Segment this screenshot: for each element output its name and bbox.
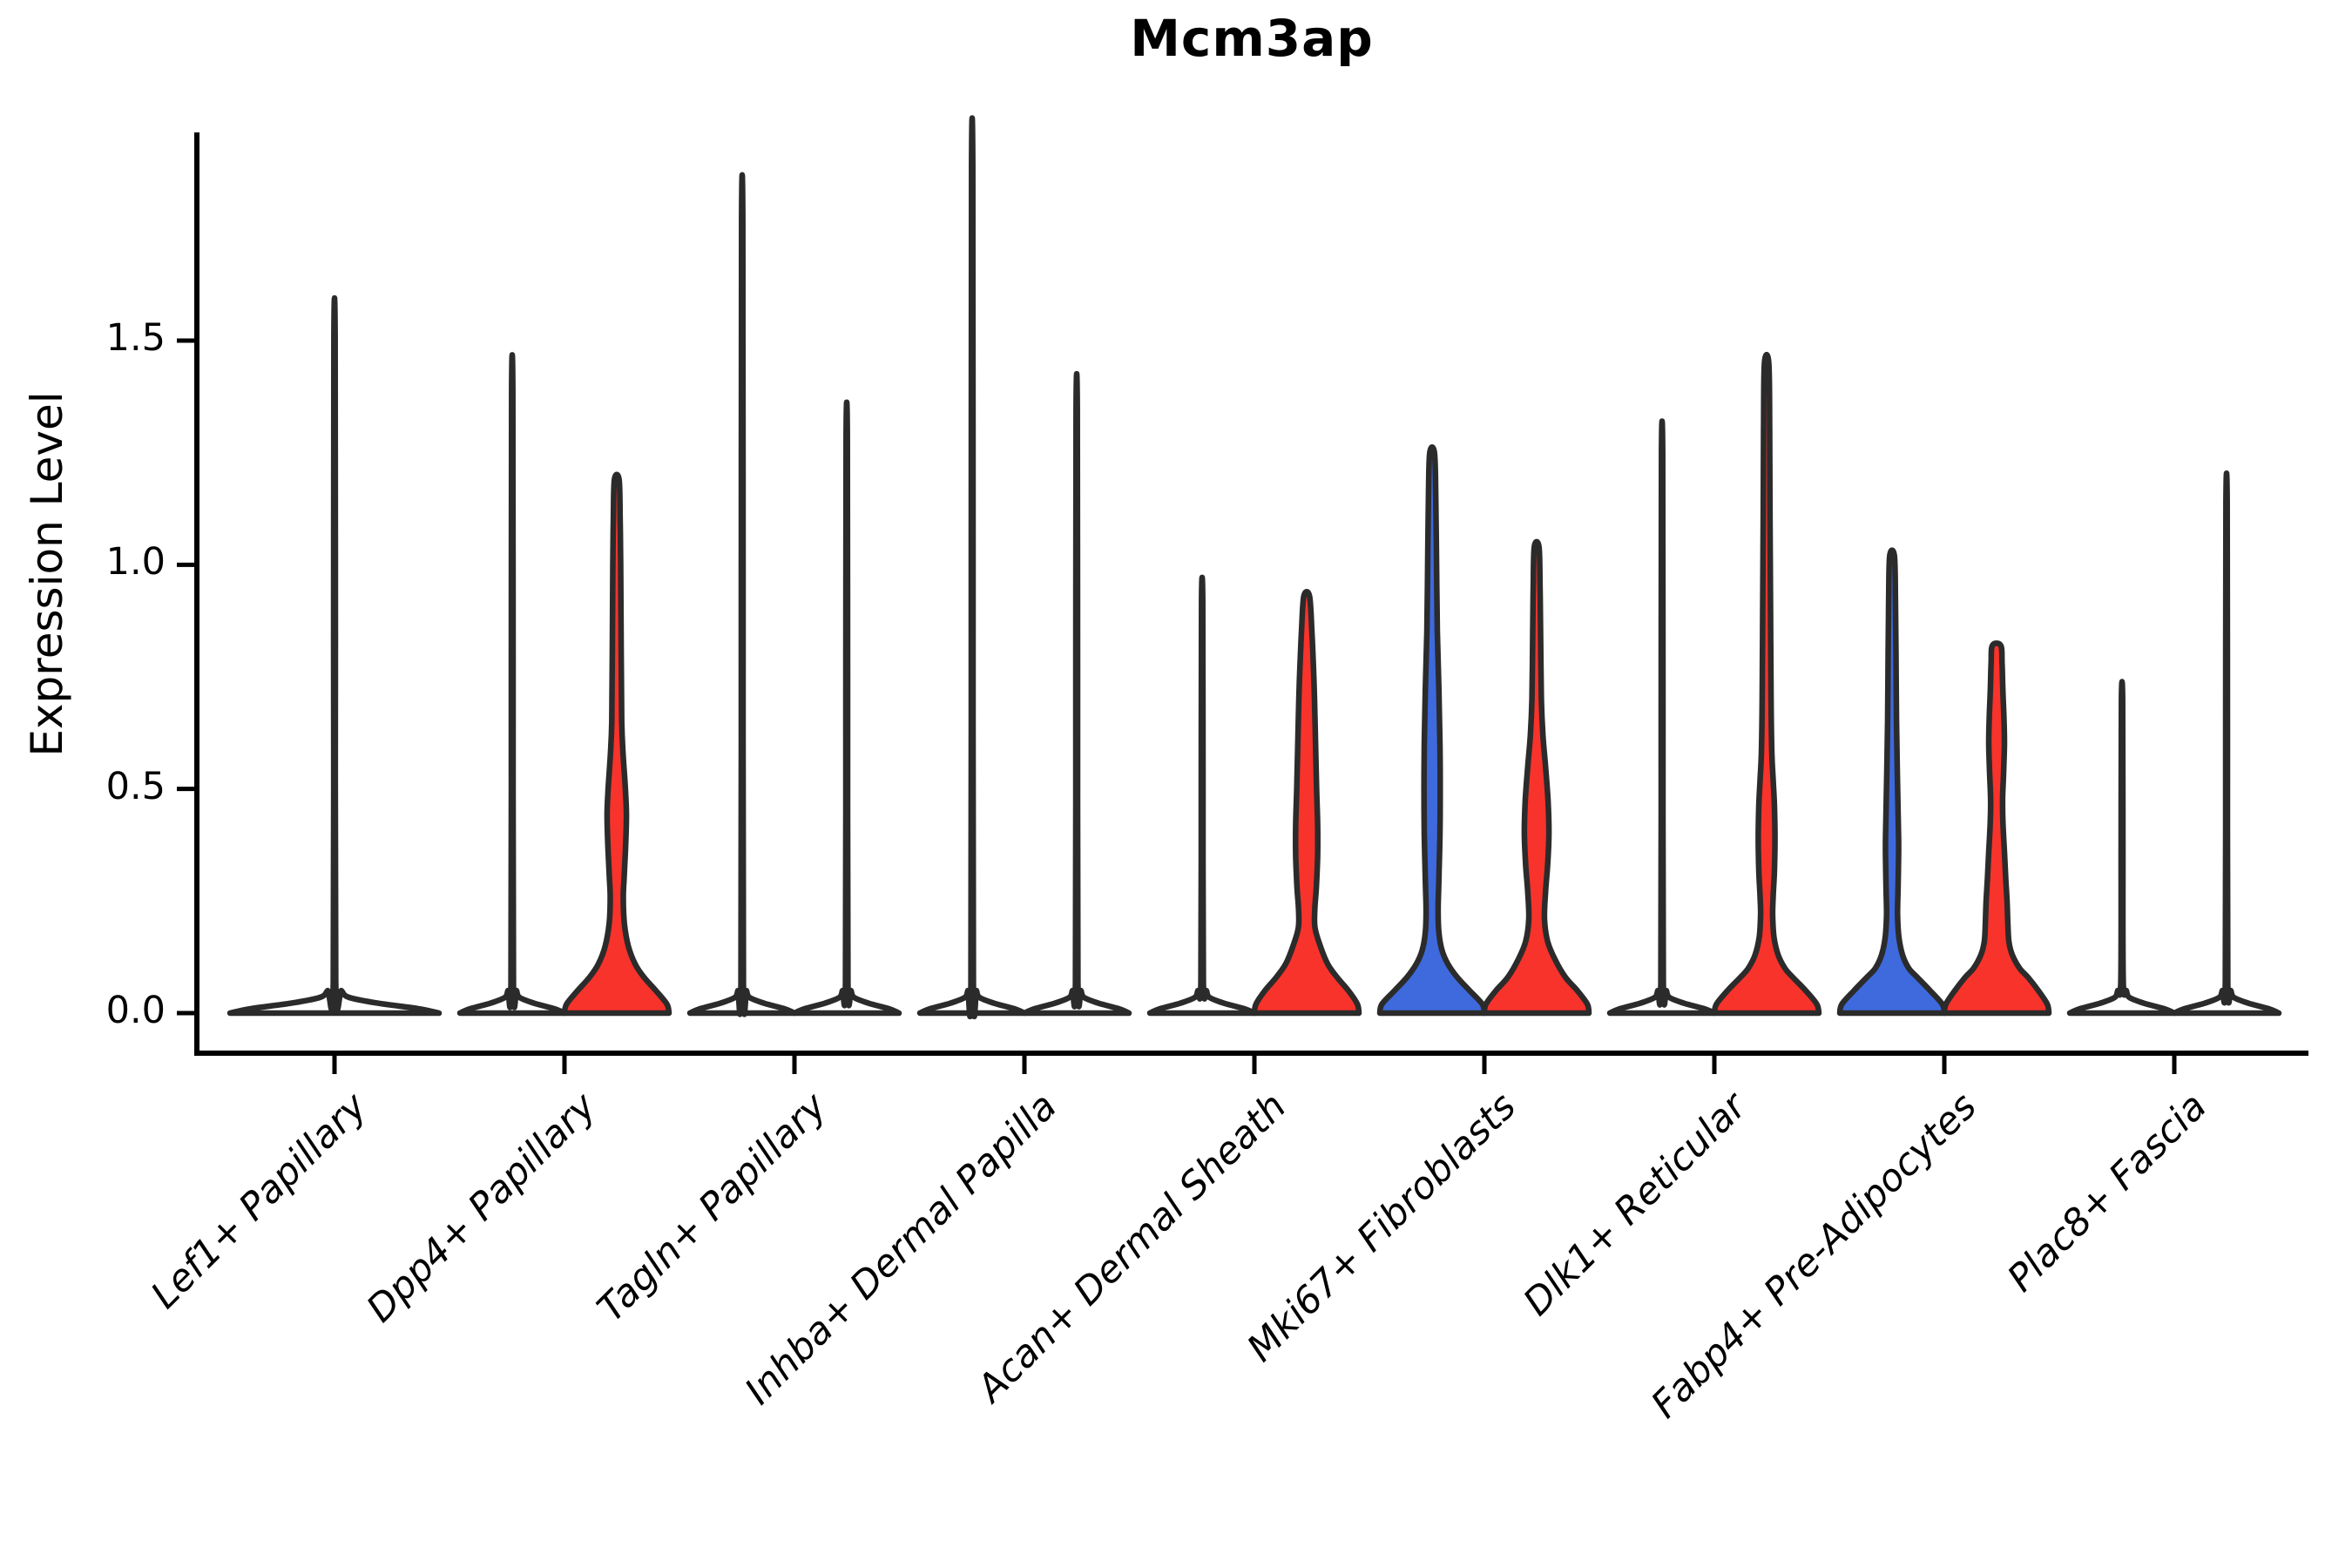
violin-dpp4-papillary-right bbox=[561, 471, 672, 1017]
violin-mki67-fibroblasts-left bbox=[1376, 444, 1488, 1017]
violin-inhba-dermal-papilla-left bbox=[916, 115, 1028, 1019]
violin-tagln-papillary-right bbox=[791, 399, 902, 1017]
violin-fabp4-pre-adipocytes-left bbox=[1836, 547, 1948, 1017]
violin-plac8-fascia-right bbox=[2171, 470, 2282, 1017]
violin-dlk1-reticular-right bbox=[1711, 351, 1822, 1017]
violin-lef1-papillary-center bbox=[226, 295, 443, 1017]
violin-acan-dermal-sheath-right bbox=[1251, 588, 1362, 1017]
violin-tagln-papillary-left bbox=[686, 172, 798, 1017]
y-tick-label-0.0: 0.0 bbox=[105, 989, 166, 1032]
y-tick-label-1.0: 1.0 bbox=[105, 540, 166, 585]
chart-title: Mcm3ap bbox=[1130, 9, 1374, 68]
violin-fabp4-pre-adipocytes-right bbox=[1941, 640, 2052, 1017]
violin-inhba-dermal-papilla-right bbox=[1021, 371, 1132, 1017]
violin-dlk1-reticular-left bbox=[1606, 418, 1718, 1017]
y-tick-label-1.5: 1.5 bbox=[105, 315, 166, 360]
violin-mki67-fibroblasts-right bbox=[1481, 538, 1592, 1017]
violin-acan-dermal-sheath-left bbox=[1146, 574, 1258, 1017]
y-tick-label-0.5: 0.5 bbox=[105, 764, 166, 808]
violin-dpp4-papillary-left bbox=[456, 352, 568, 1017]
violin-plac8-fascia-left bbox=[2066, 679, 2178, 1017]
